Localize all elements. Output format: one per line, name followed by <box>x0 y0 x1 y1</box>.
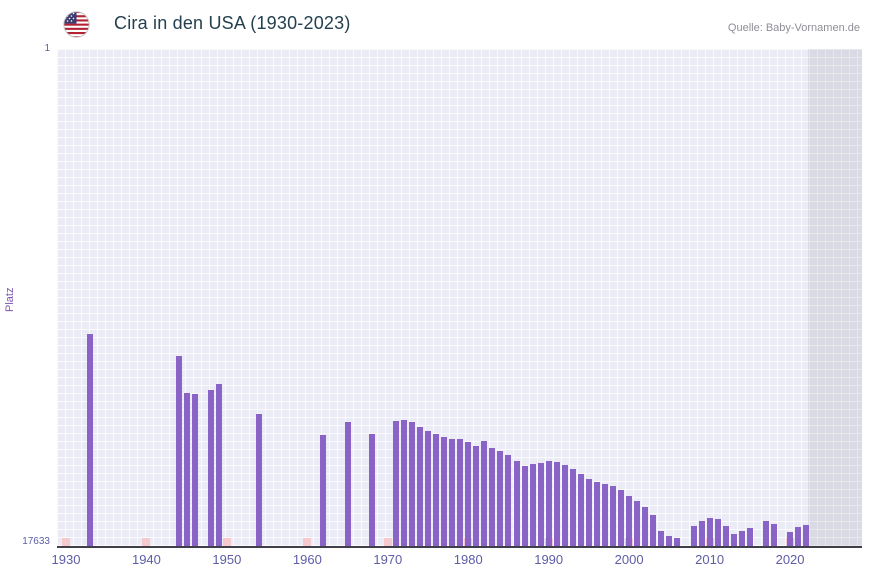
bar-1954[interactable] <box>256 414 263 546</box>
bar-1985[interactable] <box>505 454 512 546</box>
bar-1973[interactable] <box>408 422 415 546</box>
bar-1945[interactable] <box>183 392 190 546</box>
bar-1999[interactable] <box>618 490 625 546</box>
bar-1971[interactable] <box>392 421 399 546</box>
bar-1993[interactable] <box>569 468 576 546</box>
bar-1995[interactable] <box>585 478 592 546</box>
bar-1975[interactable] <box>425 430 432 546</box>
bar-2011[interactable] <box>714 518 721 546</box>
bar-1981[interactable] <box>473 446 480 546</box>
bar-1965[interactable] <box>344 422 351 546</box>
bar-2004[interactable] <box>658 530 665 546</box>
bar-1997[interactable] <box>602 483 608 546</box>
x-tick-label: 1960 <box>292 552 322 567</box>
bar-1968[interactable] <box>368 433 375 546</box>
bar-2009[interactable] <box>698 521 705 546</box>
bar-2003[interactable] <box>650 515 657 546</box>
bar-2014[interactable] <box>738 530 745 546</box>
bar-2022[interactable] <box>803 525 810 546</box>
y-axis-bottom-label: 17633 <box>22 536 50 547</box>
source-label: Quelle: Baby-Vornamen.de <box>727 22 860 34</box>
x-tick-label: 1990 <box>534 552 564 567</box>
x-tick-label: 1950 <box>212 552 242 567</box>
bar-2020[interactable] <box>787 532 794 546</box>
bar-1944[interactable] <box>175 356 182 546</box>
bar-1988[interactable] <box>529 463 536 546</box>
bar-2018[interactable] <box>770 523 777 546</box>
decade-axis-marker <box>62 538 70 546</box>
no-data-band <box>808 49 862 546</box>
decade-axis-marker <box>383 538 392 546</box>
bar-2002[interactable] <box>642 507 649 546</box>
bar-1996[interactable] <box>593 481 600 546</box>
bar-1984[interactable] <box>497 450 504 546</box>
bar-1972[interactable] <box>400 419 407 546</box>
bar-1946[interactable] <box>191 394 198 546</box>
decade-axis-marker <box>222 538 231 546</box>
bar-2008[interactable] <box>690 525 697 546</box>
bar-1974[interactable] <box>416 426 423 546</box>
bar-1933[interactable] <box>87 333 94 546</box>
x-tick-label: 2010 <box>695 552 725 567</box>
bar-1986[interactable] <box>513 460 520 546</box>
bar-1983[interactable] <box>489 447 496 546</box>
bar-2013[interactable] <box>730 533 737 546</box>
bar-2015[interactable] <box>746 527 753 546</box>
bar-1989[interactable] <box>537 462 544 546</box>
x-tick-label: 1930 <box>51 552 81 567</box>
bar-1948[interactable] <box>207 390 214 546</box>
bar-1998[interactable] <box>610 485 617 546</box>
x-tick-label: 1970 <box>373 552 403 567</box>
y-axis-top-label: 1 <box>44 43 50 54</box>
plot-area <box>57 49 862 548</box>
bar-1987[interactable] <box>521 465 528 546</box>
bar-2012[interactable] <box>722 525 729 546</box>
bar-1978[interactable] <box>449 439 456 546</box>
bar-2001[interactable] <box>634 501 641 546</box>
bar-1992[interactable] <box>561 464 568 546</box>
bar-1977[interactable] <box>441 436 448 546</box>
us-flag-icon <box>63 11 90 38</box>
bar-2021[interactable] <box>795 526 802 546</box>
bar-1994[interactable] <box>577 474 584 546</box>
bar-2010[interactable] <box>706 518 713 546</box>
bar-1990[interactable] <box>545 460 552 546</box>
bars-layer <box>57 49 862 546</box>
x-tick-label: 2000 <box>614 552 644 567</box>
bar-1949[interactable] <box>215 384 222 546</box>
decade-axis-marker <box>303 538 312 546</box>
bar-1976[interactable] <box>433 433 440 546</box>
bar-1980[interactable] <box>465 442 472 546</box>
bar-2017[interactable] <box>762 521 769 546</box>
x-tick-label: 1940 <box>131 552 161 567</box>
x-tick-label: 1980 <box>453 552 483 567</box>
bar-1982[interactable] <box>481 441 488 546</box>
bar-2006[interactable] <box>674 538 681 546</box>
bar-2005[interactable] <box>666 536 673 546</box>
bar-2000[interactable] <box>626 495 633 546</box>
y-axis-title: Platz <box>4 287 16 312</box>
page-title: Cira in den USA (1930-2023) <box>114 13 351 33</box>
decade-axis-marker <box>142 538 151 546</box>
bar-1962[interactable] <box>320 435 327 546</box>
bar-1979[interactable] <box>457 438 464 546</box>
x-tick-label: 2020 <box>775 552 805 567</box>
bar-1991[interactable] <box>553 461 560 546</box>
